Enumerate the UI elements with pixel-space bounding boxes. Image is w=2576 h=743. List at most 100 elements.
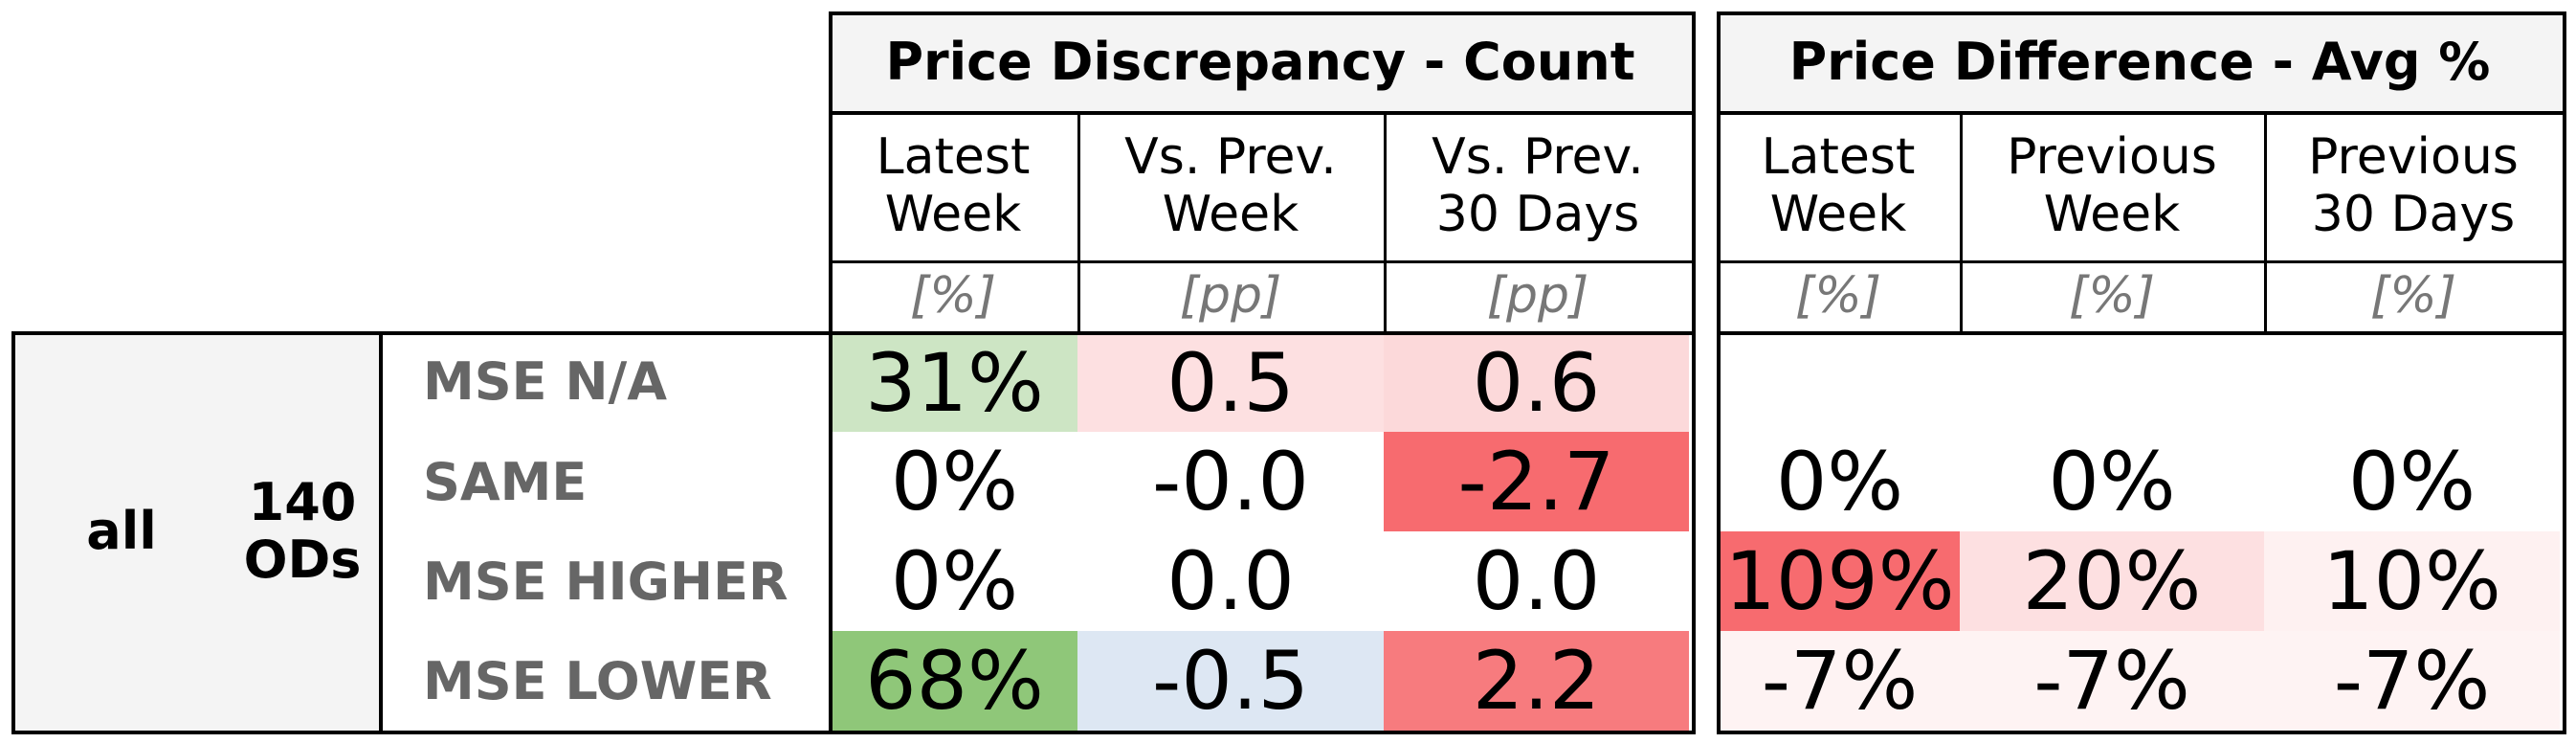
column-unit: [%] bbox=[2264, 260, 2563, 331]
column-header: Previous Week bbox=[1960, 111, 2264, 260]
data-cell: 0% bbox=[2264, 432, 2560, 531]
column-unit: [%] bbox=[1717, 260, 1960, 331]
group-count: 140 ODs bbox=[226, 331, 379, 731]
grid-line bbox=[1717, 11, 2566, 15]
column-unit-text: [pp] bbox=[1179, 267, 1282, 325]
data-cell: 0% bbox=[1960, 432, 2264, 531]
row-label-text: MSE HIGHER bbox=[423, 551, 788, 612]
data-cell-value: -7% bbox=[1761, 634, 1919, 728]
data-cell: 0% bbox=[832, 531, 1077, 631]
data-cell-value: -2.7 bbox=[1457, 435, 1615, 529]
group-count-text: 140 ODs bbox=[243, 471, 362, 590]
row-label-text: MSE LOWER bbox=[423, 650, 772, 711]
grid-line bbox=[1717, 731, 2566, 734]
grid-line bbox=[829, 11, 1696, 15]
column-header-text: Latest Week bbox=[876, 128, 1031, 243]
row-label: MSE HIGHER bbox=[379, 531, 829, 631]
grid-line bbox=[11, 331, 829, 335]
data-cell-value: -0.0 bbox=[1152, 435, 1309, 529]
data-cell-value: 0% bbox=[1775, 435, 1904, 529]
grid-line bbox=[1717, 11, 1721, 734]
data-cell-value: 0.6 bbox=[1472, 336, 1601, 430]
grid-line bbox=[1077, 111, 1080, 331]
data-cell-value: 0% bbox=[890, 534, 1019, 628]
column-header-text: Latest Week bbox=[1761, 128, 1916, 243]
column-header-text: Previous Week bbox=[2007, 128, 2217, 243]
column-unit: [pp] bbox=[1077, 260, 1384, 331]
section-title: Price Discrepancy - Count bbox=[829, 11, 1692, 111]
grid-line bbox=[11, 731, 829, 734]
grid-line bbox=[1717, 331, 2566, 335]
row-group-block bbox=[11, 331, 379, 731]
column-header: Vs. Prev. 30 Days bbox=[1384, 111, 1692, 260]
data-cell-value: 0.0 bbox=[1166, 534, 1295, 628]
column-unit: [%] bbox=[1960, 260, 2264, 331]
data-cell: 0.6 bbox=[1384, 334, 1689, 432]
column-unit-text: [%] bbox=[1795, 267, 1881, 325]
column-unit-text: [pp] bbox=[1486, 267, 1589, 325]
data-cell-value: 0.5 bbox=[1166, 336, 1295, 430]
column-unit-text: [%] bbox=[2069, 267, 2155, 325]
data-cell bbox=[1720, 334, 1960, 432]
grid-line bbox=[379, 331, 383, 734]
column-header-text: Vs. Prev. 30 Days bbox=[1432, 128, 1644, 243]
data-cell bbox=[1960, 334, 2264, 432]
data-cell: 20% bbox=[1960, 531, 2264, 631]
group-label: all bbox=[11, 331, 232, 731]
data-cell: -7% bbox=[1720, 631, 1960, 731]
grid-line bbox=[829, 731, 1696, 734]
column-unit: [pp] bbox=[1384, 260, 1692, 331]
grid-line bbox=[1717, 111, 2566, 115]
grid-line bbox=[2563, 11, 2566, 734]
section-title-text: Price Difference - Avg % bbox=[1788, 31, 2491, 92]
grid-line bbox=[1717, 260, 2566, 263]
data-cell: -2.7 bbox=[1384, 432, 1689, 531]
data-cell: 2.2 bbox=[1384, 631, 1689, 731]
column-unit: [%] bbox=[829, 260, 1077, 331]
row-label-text: MSE N/A bbox=[423, 351, 668, 412]
group-label-text: all bbox=[86, 501, 157, 561]
grid-line bbox=[11, 331, 15, 734]
grid-line bbox=[829, 260, 1696, 263]
column-header: Latest Week bbox=[829, 111, 1077, 260]
section-title: Price Difference - Avg % bbox=[1717, 11, 2563, 111]
data-cell: -7% bbox=[2264, 631, 2560, 731]
column-unit-text: [%] bbox=[2370, 267, 2456, 325]
data-cell-value: 109% bbox=[1724, 534, 1955, 628]
data-cell: 68% bbox=[832, 631, 1077, 731]
grid-line bbox=[1960, 111, 1963, 331]
column-header-text: Previous 30 Days bbox=[2308, 128, 2519, 243]
row-label: MSE N/A bbox=[379, 331, 829, 432]
row-label: SAME bbox=[379, 432, 829, 531]
row-label: MSE LOWER bbox=[379, 631, 829, 731]
column-header: Latest Week bbox=[1717, 111, 1960, 260]
data-cell-value: 0.0 bbox=[1472, 534, 1601, 628]
data-cell: 0% bbox=[832, 432, 1077, 531]
data-cell-value: 20% bbox=[2022, 534, 2202, 628]
data-cell-value: 0% bbox=[890, 435, 1019, 529]
data-cell bbox=[2264, 334, 2560, 432]
data-cell: -0.5 bbox=[1077, 631, 1384, 731]
data-cell-value: 2.2 bbox=[1472, 634, 1601, 728]
grid-line bbox=[2264, 111, 2267, 331]
grid-line bbox=[829, 11, 833, 734]
data-cell: 0.5 bbox=[1077, 334, 1384, 432]
data-cell: 0.0 bbox=[1077, 531, 1384, 631]
data-cell: 0.0 bbox=[1384, 531, 1689, 631]
data-cell: 0% bbox=[1720, 432, 1960, 531]
data-cell: 31% bbox=[832, 334, 1077, 432]
data-cell-value: 31% bbox=[865, 336, 1044, 430]
grid-line bbox=[829, 111, 1696, 115]
column-header-text: Vs. Prev. Week bbox=[1124, 128, 1337, 243]
data-cell: -7% bbox=[1960, 631, 2264, 731]
data-cell: 109% bbox=[1720, 531, 1960, 631]
column-header: Previous 30 Days bbox=[2264, 111, 2563, 260]
grid-line bbox=[1384, 111, 1387, 331]
column-unit-text: [%] bbox=[910, 267, 996, 325]
data-cell-value: 10% bbox=[2322, 534, 2501, 628]
grid-line bbox=[829, 331, 1696, 335]
grid-line bbox=[1692, 11, 1696, 734]
data-cell-value: -7% bbox=[2333, 634, 2491, 728]
data-cell-value: 68% bbox=[865, 634, 1044, 728]
row-label-text: SAME bbox=[423, 451, 588, 512]
